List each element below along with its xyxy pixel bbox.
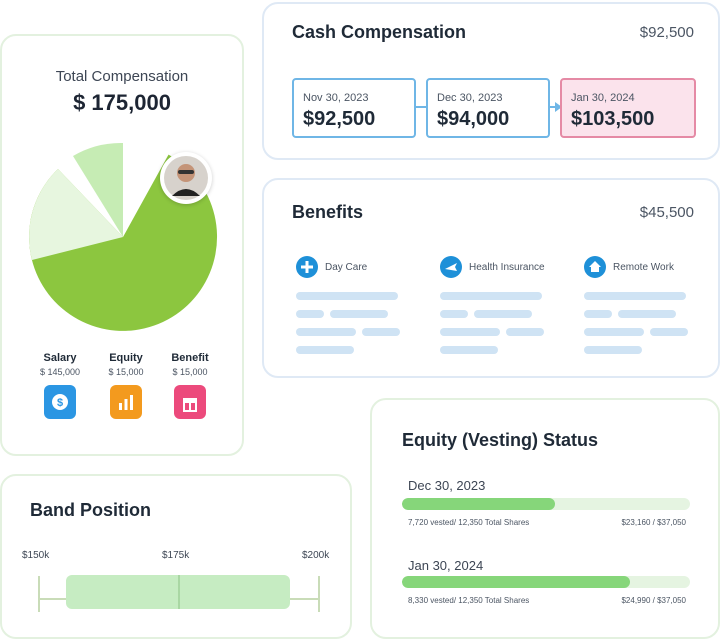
vesting-value: $24,990 / $37,050 <box>621 596 686 605</box>
gift-icon <box>174 385 206 419</box>
total-compensation-title: Total Compensation <box>55 68 189 85</box>
placeholder-line <box>618 310 676 318</box>
cash-step-date: Nov 30, 2023 <box>303 92 369 104</box>
vesting-progress-fill <box>402 498 555 510</box>
total-compensation-value: $ 175,000 <box>73 90 171 115</box>
salary-amount: $ 145,000 <box>39 367 81 377</box>
svg-text:$: $ <box>57 397 63 409</box>
equity-vesting-card: Equity (Vesting) Status Dec 30, 2023 7,7… <box>370 398 720 639</box>
benefits-title: Benefits <box>292 202 364 222</box>
placeholder-line <box>440 346 498 354</box>
placeholder-line <box>506 328 544 336</box>
cash-step-value: $94,000 <box>437 108 510 130</box>
benefit-item-label: Remote Work <box>613 261 674 273</box>
cash-step-value: $92,500 <box>303 108 376 130</box>
home-icon <box>584 256 606 278</box>
band-max-label: $200k <box>302 550 330 561</box>
cash-compensation-title: Cash Compensation <box>292 22 467 42</box>
cash-step-3: Jan 30, 2024 $103,500 <box>560 78 696 138</box>
benefit-item-label: Health Insurance <box>469 261 545 273</box>
cash-step-2: Dec 30, 2023 $94,000 <box>426 78 550 138</box>
vesting-progress-bar <box>402 576 690 588</box>
cash-step-date: Dec 30, 2023 <box>437 92 503 104</box>
benefits-amount: $45,500 <box>639 204 694 221</box>
vesting-date: Jan 30, 2024 <box>408 558 484 573</box>
dollar-icon: $ <box>44 385 76 419</box>
equity-breakdown: Equity $ 15,000 <box>96 352 156 419</box>
airplane-icon <box>440 256 462 278</box>
plus-icon <box>296 256 318 278</box>
placeholder-line <box>440 310 468 318</box>
vesting-progress-bar <box>402 498 690 510</box>
band-mid-label: $175k <box>162 550 190 561</box>
placeholder-line <box>362 328 400 336</box>
salary-label: Salary <box>43 352 77 364</box>
arrow-right-icon <box>550 102 562 112</box>
placeholder-line <box>296 346 354 354</box>
placeholder-line <box>650 328 688 336</box>
placeholder-line <box>584 346 642 354</box>
benefit-breakdown: Benefit $ 15,000 <box>160 352 220 419</box>
placeholder-line <box>296 310 324 318</box>
band-position-card: Band Position $150k $175k $200k <box>0 474 352 639</box>
salary-breakdown: Salary $ 145,000 $ <box>30 352 90 419</box>
cash-step-date: Jan 30, 2024 <box>571 92 635 104</box>
benefit-item-remote-work: Remote Work <box>584 256 704 278</box>
band-min-label: $150k <box>22 550 50 561</box>
placeholder-line <box>584 328 644 336</box>
vesting-value: $23,160 / $37,050 <box>621 518 686 527</box>
placeholder-line <box>440 292 542 300</box>
placeholder-line <box>584 292 686 300</box>
placeholder-line <box>584 310 612 318</box>
cash-step-value: $103,500 <box>571 108 655 130</box>
cash-compensation-card: Cash Compensation $92,500 Nov 30, 2023 $… <box>262 2 720 160</box>
equity-label: Equity <box>109 352 143 364</box>
placeholder-line <box>330 310 388 318</box>
benefit-item-day-care: Day Care <box>296 256 416 278</box>
benefits-card: Benefits $45,500 Day Care Health Insuran… <box>262 178 720 378</box>
total-compensation-card: Total Compensation $ 175,000 Salary $ 14… <box>0 34 244 456</box>
equity-amount: $ 15,000 <box>108 367 144 377</box>
cash-compensation-amount: $92,500 <box>639 24 694 41</box>
placeholder-line <box>440 328 500 336</box>
pie-slice-equity <box>73 142 123 237</box>
benefit-item-label: Day Care <box>325 261 368 273</box>
equity-vesting-title: Equity (Vesting) Status <box>402 430 599 450</box>
vesting-progress-fill <box>402 576 630 588</box>
benefit-item-health-insurance: Health Insurance <box>440 256 560 278</box>
vesting-shares: 8,330 vested/ 12,350 Total Shares <box>408 596 530 605</box>
pie-slice-benefit <box>29 169 123 260</box>
band-min-marker <box>38 576 40 612</box>
band-max-marker <box>318 576 320 612</box>
placeholder-line <box>296 328 356 336</box>
avatar <box>160 152 212 204</box>
placeholder-line <box>296 292 398 300</box>
band-position-title: Band Position <box>30 500 151 520</box>
placeholder-line <box>474 310 532 318</box>
bar-chart-icon <box>110 385 142 419</box>
vesting-shares: 7,720 vested/ 12,350 Total Shares <box>408 518 530 527</box>
benefit-label: Benefit <box>171 352 209 364</box>
cash-step-1: Nov 30, 2023 $92,500 <box>292 78 416 138</box>
benefit-amount: $ 15,000 <box>172 367 208 377</box>
band-midpoint-marker <box>178 575 180 609</box>
vesting-date: Dec 30, 2023 <box>408 478 486 493</box>
